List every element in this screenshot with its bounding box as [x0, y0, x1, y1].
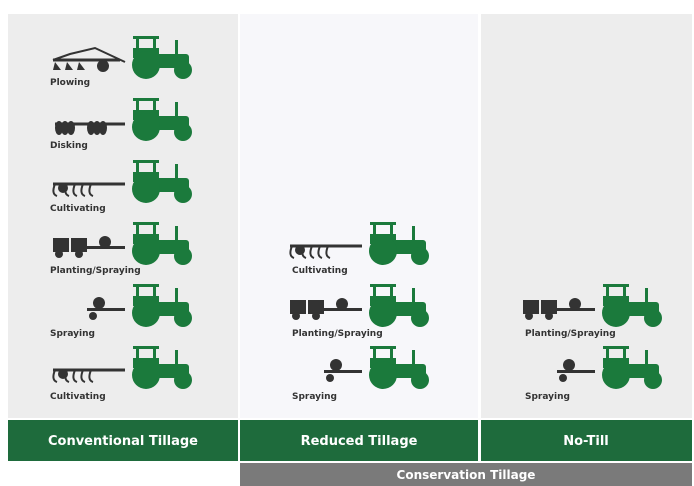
operation-label: Cultivating — [292, 266, 348, 276]
operation-label: Spraying — [525, 392, 570, 402]
operation-label: Planting/Spraying — [292, 329, 383, 339]
column-bg — [8, 14, 238, 418]
operation-label: Planting/Spraying — [525, 329, 616, 339]
column-bg — [481, 14, 692, 418]
column-label: Conventional Tillage — [48, 434, 198, 449]
tillage-diagram: Plowing Disking Cultivating Planting/Spr… — [0, 0, 694, 486]
column-label: No-Till — [563, 434, 609, 449]
operation-label: Planting/Spraying — [50, 266, 141, 276]
column-bg — [240, 14, 478, 418]
operation-label: Spraying — [50, 329, 95, 339]
operation-label: Cultivating — [50, 204, 106, 214]
footer-label: Conservation Tillage — [397, 468, 536, 482]
operation-label: Disking — [50, 141, 88, 151]
column-label: Reduced Tillage — [301, 434, 418, 449]
operation-label: Spraying — [292, 392, 337, 402]
operation-label: Cultivating — [50, 392, 106, 402]
operation-label: Plowing — [50, 78, 90, 88]
